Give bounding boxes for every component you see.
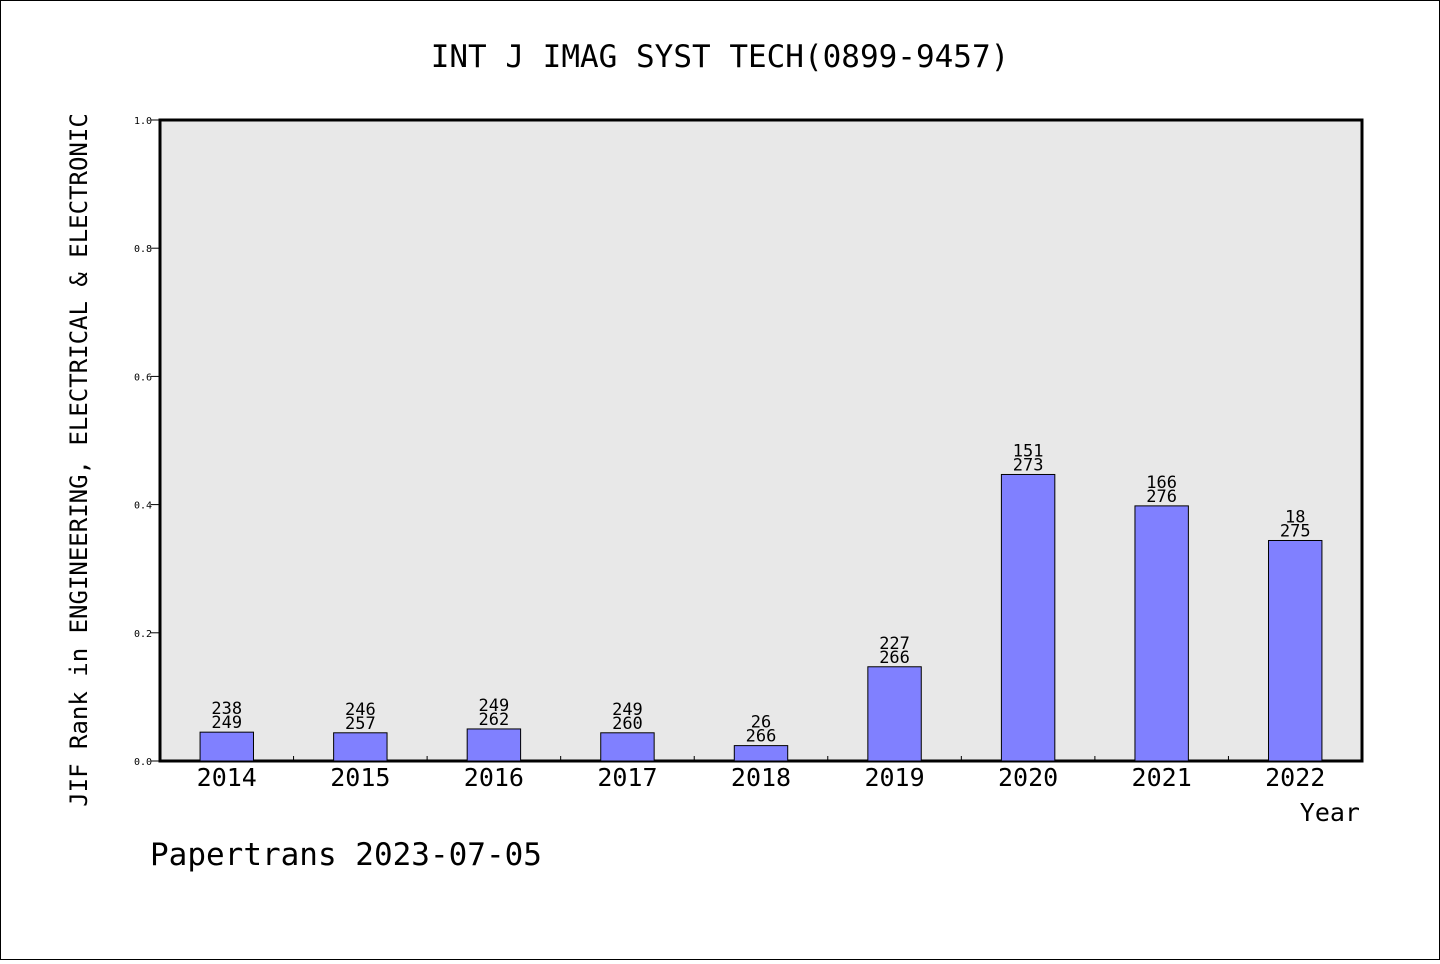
x-tick-labels: 2014 2015 2016 2017 2018 2019 2020 2021 2022 [197,763,1326,792]
x-tick-label: 2017 [597,763,657,792]
bar [600,732,655,762]
y-axis-ticks: 0.0 0.2 0.4 0.6 0.8 1.0 [134,116,160,768]
y-tick-label: 0.8 [134,244,152,255]
bar [199,731,254,762]
bar [1268,539,1323,762]
x-axis-label: Year [1300,798,1360,827]
bar-label-bottom: 276 [1146,487,1177,507]
bar [1134,505,1189,762]
x-tick-label: 2014 [197,763,257,792]
y-tick-label: 0.6 [134,372,152,383]
bar-label-top: 246 [345,700,376,720]
x-tick-label: 2022 [1265,763,1325,792]
bar-label-top: 166 [1146,473,1177,493]
bar-label-bottom: 249 [211,713,242,733]
bar-label-top: 238 [211,699,242,719]
bar [867,666,922,762]
footer-credit: Papertrans 2023-07-05 [150,837,542,873]
x-tick-label: 2020 [998,763,1058,792]
chart-title: INT J IMAG SYST TECH(0899-9457) [431,39,1010,75]
y-tick-label: 0.4 [134,501,152,512]
y-tick-label: 1.0 [134,116,152,127]
bar-label-bottom: 260 [612,714,643,734]
y-tick-label: 0.2 [134,629,152,640]
x-tick-label: 2021 [1132,763,1192,792]
bar-label-bottom: 266 [879,648,910,668]
bar-label-bottom: 257 [345,714,376,734]
bar-label-bottom: 266 [746,727,777,747]
bar [333,732,388,762]
bar-label-top: 26 [751,713,771,733]
x-tick-label: 2015 [330,763,390,792]
x-axis-ticks [293,756,1229,761]
bar-label-top: 249 [612,700,643,720]
bars [199,473,1323,762]
x-tick-label: 2018 [731,763,791,792]
x-tick-label: 2016 [464,763,524,792]
bar-label-top: 151 [1013,441,1044,461]
bar-label-top: 249 [479,696,510,716]
bar [466,728,522,762]
y-axis-label: JIF Rank in ENGINEERING, ELECTRICAL & EL… [65,113,93,807]
bar-label-bottom: 262 [479,710,510,730]
bar-label-top: 227 [879,634,910,654]
bar [1000,473,1056,762]
bar-label-bottom: 273 [1013,455,1044,475]
bar [733,745,789,762]
y-tick-label: 0.0 [134,757,152,768]
bar-label-top: 18 [1285,507,1305,527]
bar-label-bottom: 275 [1280,521,1311,541]
x-tick-label: 2019 [864,763,924,792]
